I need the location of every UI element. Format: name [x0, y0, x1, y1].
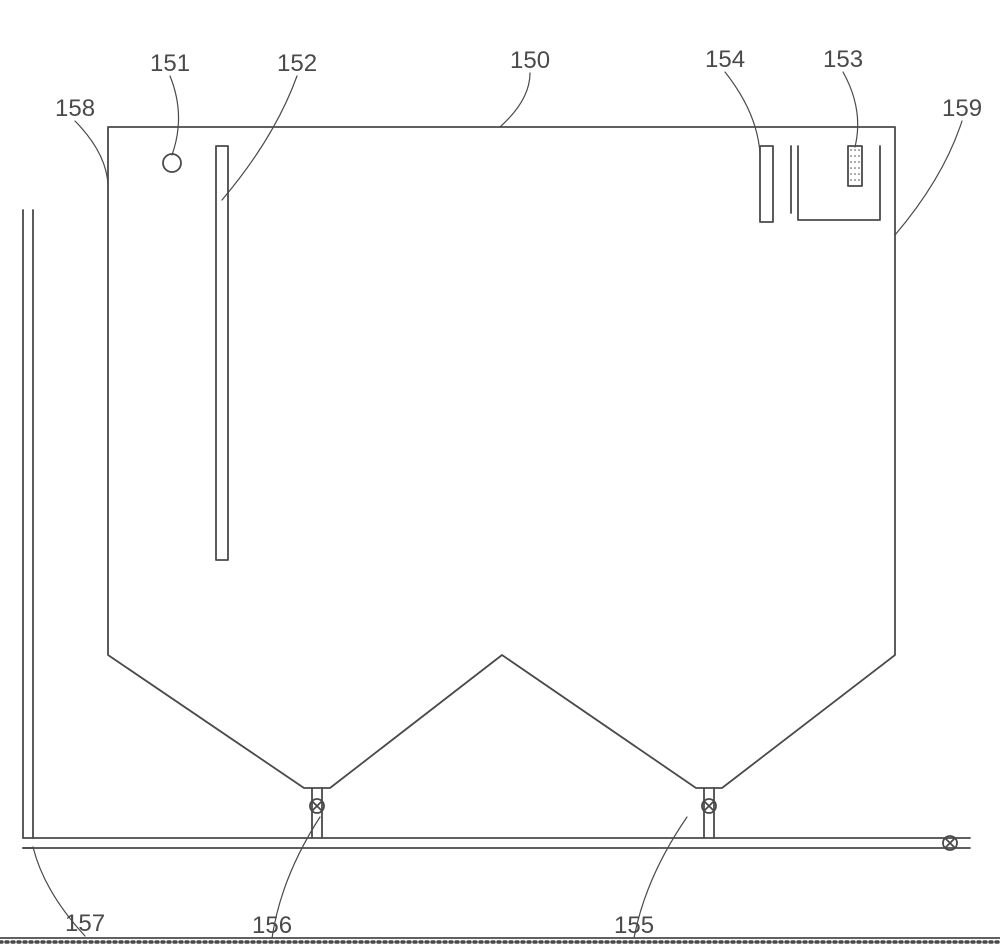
- callout-label-156: 156: [252, 912, 292, 940]
- callout-label-159: 159: [942, 95, 982, 123]
- callout-label-154: 154: [705, 46, 745, 74]
- callout-label-158: 158: [55, 95, 95, 123]
- callout-label-151: 151: [150, 50, 190, 78]
- callout-label-150: 150: [510, 47, 550, 75]
- callout-label-153: 153: [823, 46, 863, 74]
- callout-label-152: 152: [277, 50, 317, 78]
- diagram-canvas: 158 151 152 150 154 153 159 157 156 155: [0, 0, 1000, 951]
- callout-label-157: 157: [65, 910, 105, 938]
- callout-label-155: 155: [614, 912, 654, 940]
- schematic-svg: [0, 0, 1000, 951]
